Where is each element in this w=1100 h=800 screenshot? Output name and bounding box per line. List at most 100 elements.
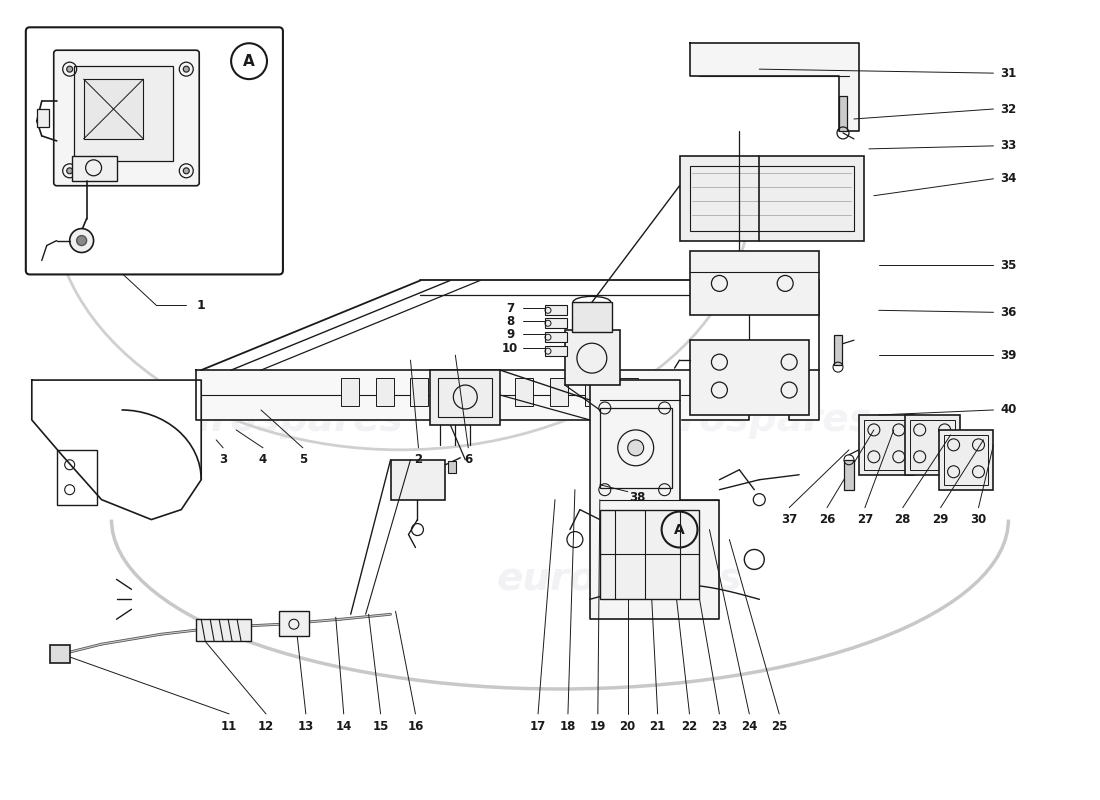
Text: 6: 6 bbox=[464, 454, 472, 466]
Text: 22: 22 bbox=[681, 720, 697, 734]
Text: 31: 31 bbox=[1000, 66, 1016, 80]
Text: 15: 15 bbox=[373, 720, 388, 734]
Circle shape bbox=[184, 66, 189, 72]
Bar bbox=[449, 461, 456, 473]
Bar bbox=[279, 611, 309, 636]
Polygon shape bbox=[32, 380, 201, 519]
Text: 35: 35 bbox=[1000, 259, 1016, 272]
Text: 11: 11 bbox=[221, 720, 238, 734]
Text: eurospares: eurospares bbox=[497, 560, 742, 598]
Bar bbox=[390, 460, 446, 500]
Text: 7: 7 bbox=[506, 302, 514, 315]
Text: eurospares: eurospares bbox=[626, 401, 872, 439]
Bar bbox=[375, 378, 394, 406]
Circle shape bbox=[77, 235, 87, 246]
Text: 27: 27 bbox=[857, 513, 873, 526]
Bar bbox=[72, 156, 117, 181]
Bar bbox=[600, 408, 672, 488]
Bar bbox=[550, 378, 568, 406]
Bar bbox=[439, 378, 492, 417]
Bar bbox=[944, 435, 989, 485]
Bar bbox=[859, 415, 914, 474]
Bar bbox=[680, 156, 864, 241]
Bar bbox=[585, 378, 603, 406]
Polygon shape bbox=[690, 43, 859, 131]
Text: 5: 5 bbox=[299, 454, 307, 466]
Bar bbox=[430, 370, 500, 425]
Bar bbox=[36, 109, 48, 127]
Bar bbox=[690, 250, 820, 315]
Text: 18: 18 bbox=[560, 720, 576, 734]
Bar bbox=[544, 306, 566, 315]
Circle shape bbox=[184, 168, 189, 174]
Bar bbox=[600, 510, 700, 599]
Text: A: A bbox=[243, 54, 255, 69]
Text: 37: 37 bbox=[781, 513, 798, 526]
Text: 30: 30 bbox=[970, 513, 987, 526]
Text: A: A bbox=[674, 522, 685, 537]
Bar bbox=[839, 96, 847, 131]
Bar bbox=[910, 420, 955, 470]
Polygon shape bbox=[196, 370, 819, 420]
Circle shape bbox=[67, 66, 73, 72]
Bar bbox=[864, 420, 909, 470]
Text: 2: 2 bbox=[415, 454, 422, 466]
Text: 40: 40 bbox=[1000, 403, 1016, 417]
Text: 23: 23 bbox=[712, 720, 727, 734]
Text: 3: 3 bbox=[219, 454, 228, 466]
Bar bbox=[515, 378, 534, 406]
Bar bbox=[544, 346, 566, 356]
Text: 28: 28 bbox=[894, 513, 911, 526]
Bar bbox=[544, 332, 566, 342]
Polygon shape bbox=[590, 380, 719, 619]
Circle shape bbox=[628, 440, 643, 456]
Text: 26: 26 bbox=[818, 513, 835, 526]
Bar bbox=[84, 79, 143, 139]
Text: 19: 19 bbox=[590, 720, 606, 734]
FancyBboxPatch shape bbox=[25, 27, 283, 274]
Text: 1: 1 bbox=[197, 299, 206, 312]
Bar bbox=[844, 460, 854, 490]
Bar bbox=[410, 378, 428, 406]
Bar bbox=[834, 335, 842, 365]
Text: 16: 16 bbox=[407, 720, 424, 734]
Text: 10: 10 bbox=[502, 342, 518, 354]
Bar bbox=[690, 340, 810, 415]
Text: 17: 17 bbox=[530, 720, 547, 734]
Text: 24: 24 bbox=[741, 720, 758, 734]
Circle shape bbox=[69, 229, 94, 253]
Bar bbox=[74, 66, 174, 161]
Bar bbox=[572, 302, 612, 332]
Text: 9: 9 bbox=[506, 328, 515, 341]
Bar bbox=[565, 330, 619, 385]
Text: 36: 36 bbox=[1000, 306, 1016, 319]
Text: 14: 14 bbox=[336, 720, 352, 734]
Bar bbox=[446, 378, 463, 406]
Bar bbox=[619, 378, 638, 406]
Text: 25: 25 bbox=[771, 720, 788, 734]
Text: 8: 8 bbox=[506, 314, 515, 328]
Text: 29: 29 bbox=[933, 513, 949, 526]
Circle shape bbox=[67, 168, 73, 174]
Text: 21: 21 bbox=[649, 720, 666, 734]
Bar bbox=[481, 378, 498, 406]
Text: 33: 33 bbox=[1000, 139, 1016, 152]
Bar bbox=[938, 430, 993, 490]
Text: 20: 20 bbox=[619, 720, 636, 734]
Text: 12: 12 bbox=[257, 720, 274, 734]
Text: 39: 39 bbox=[1000, 349, 1016, 362]
FancyBboxPatch shape bbox=[54, 50, 199, 186]
Text: 4: 4 bbox=[258, 454, 267, 466]
Text: 13: 13 bbox=[298, 720, 314, 734]
Bar bbox=[196, 619, 251, 641]
Bar bbox=[341, 378, 359, 406]
Text: eurospares: eurospares bbox=[158, 401, 404, 439]
Bar bbox=[544, 318, 566, 328]
Text: 34: 34 bbox=[1000, 172, 1016, 186]
Bar bbox=[57, 450, 97, 505]
Text: 38: 38 bbox=[629, 491, 646, 504]
Bar bbox=[50, 645, 69, 663]
Bar bbox=[690, 166, 854, 230]
Bar bbox=[905, 415, 959, 474]
Text: 32: 32 bbox=[1000, 102, 1016, 115]
